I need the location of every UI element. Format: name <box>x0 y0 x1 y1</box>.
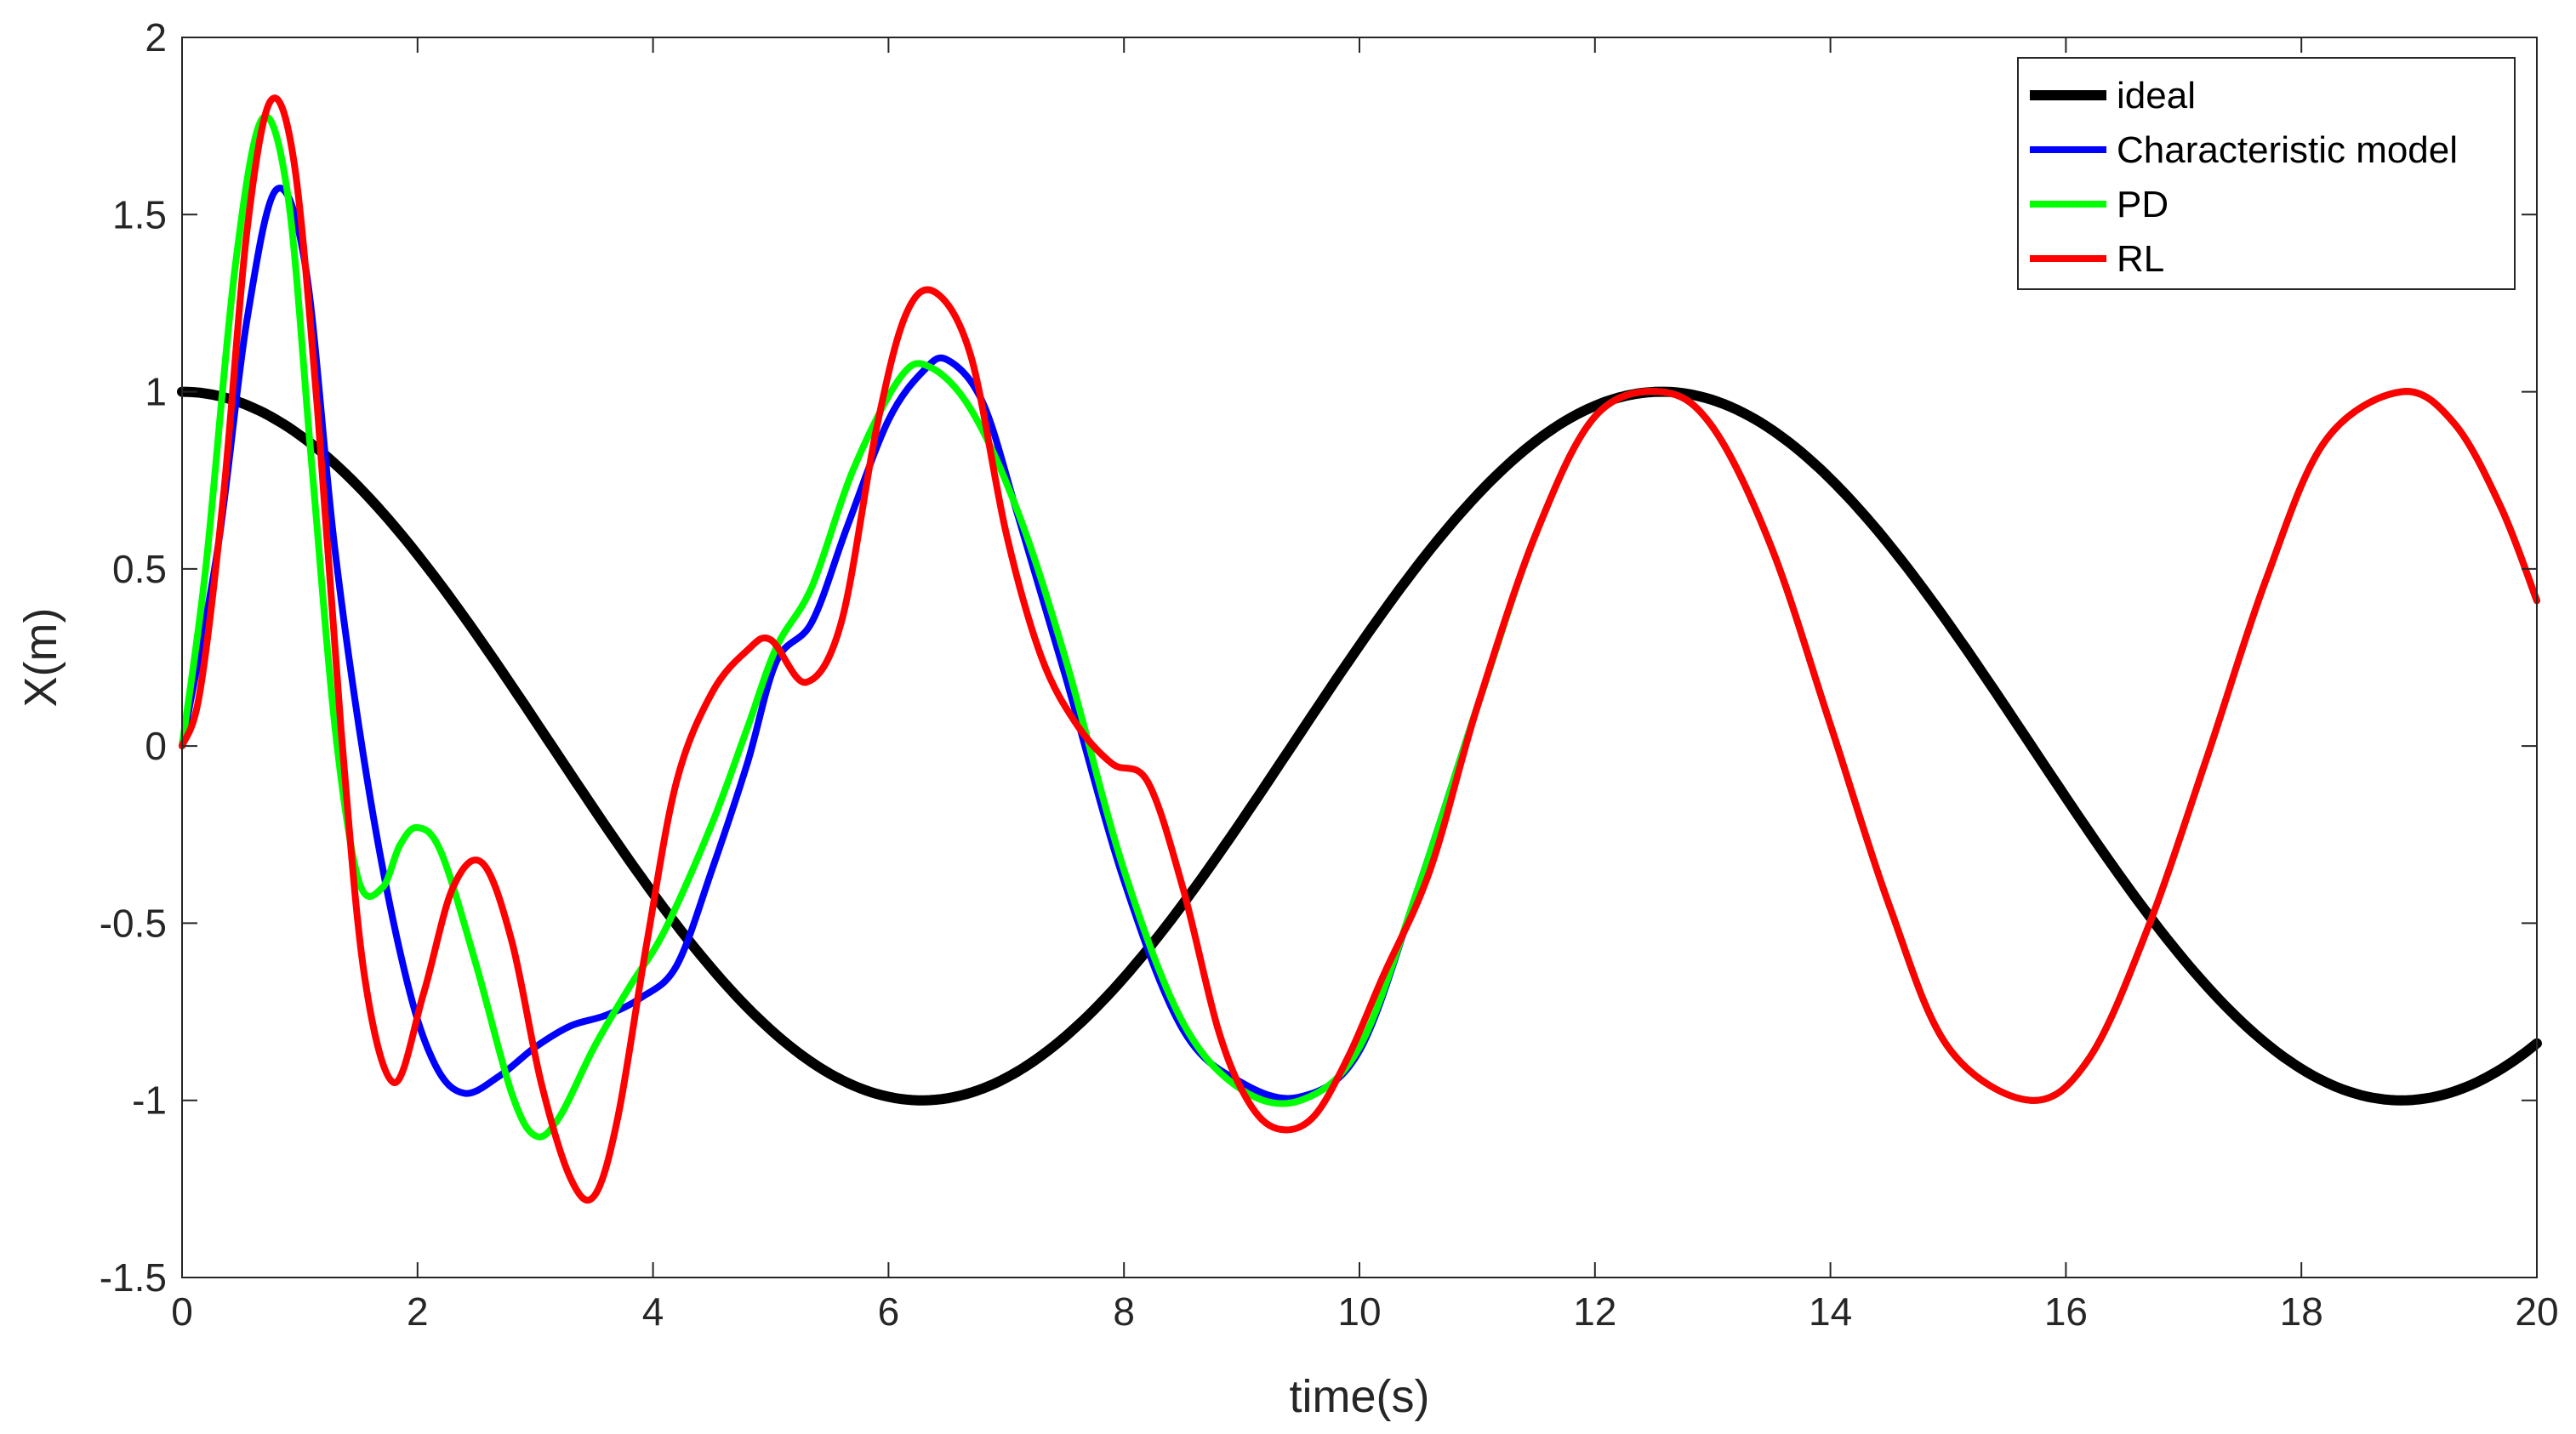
legend-label-characteristic-model: Characteristic model <box>2117 129 2458 171</box>
y-tick-label: -1 <box>132 1078 167 1123</box>
x-tick-label: 18 <box>2280 1289 2323 1334</box>
series-line-ideal <box>177 386 2542 1106</box>
x-tick-label: 8 <box>1113 1289 1135 1334</box>
y-tick-label: 1 <box>145 370 167 414</box>
x-tick-label: 2 <box>407 1289 429 1334</box>
x-tick-label: 6 <box>878 1289 900 1334</box>
y-tick-label: 1.5 <box>112 192 167 236</box>
y-tick-label: -1.5 <box>100 1255 167 1300</box>
legend-label-ideal: ideal <box>2117 75 2196 117</box>
series-layer <box>177 94 2542 1204</box>
legend-label-rl: RL <box>2117 238 2164 280</box>
x-tick-label: 20 <box>2515 1289 2558 1334</box>
y-tick-label: 0 <box>145 724 167 768</box>
x-tick-label: 4 <box>642 1289 664 1334</box>
series-line-rl <box>179 94 2540 1204</box>
y-tick-label: 0.5 <box>112 547 167 591</box>
y-tick-label: 2 <box>145 15 167 60</box>
x-tick-label: 12 <box>1573 1289 1616 1334</box>
x-tick-label: 10 <box>1337 1289 1381 1334</box>
tick-layer: 0 2 4 6 8 10 12 14 16 18 20 -1.5 -1 -0.5 0 0.5 1 1.5 2 <box>100 15 2559 1334</box>
legend: ideal Characteristic model PD RL <box>2017 57 2516 290</box>
legend-label-pd: PD <box>2117 184 2169 225</box>
x-tick-label: 16 <box>2044 1289 2088 1334</box>
x-tick-label: 14 <box>1809 1289 1852 1334</box>
x-tick-label: 0 <box>171 1289 193 1334</box>
x-axis-label: time(s) <box>1290 1371 1430 1422</box>
y-axis-label: X(m) <box>15 608 66 708</box>
y-tick-label: -0.5 <box>100 901 167 945</box>
